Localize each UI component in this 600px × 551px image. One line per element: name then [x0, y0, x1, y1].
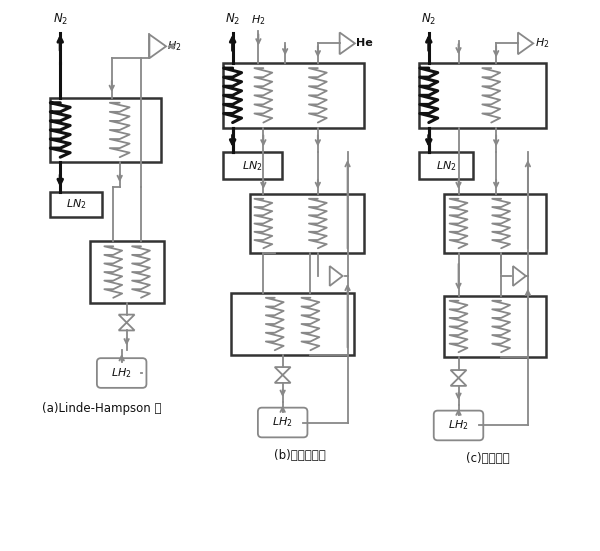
Bar	[250, 194, 364, 253]
Text: $N_2$: $N_2$	[225, 12, 240, 26]
Text: $H_2$: $H_2$	[535, 36, 550, 50]
Text: $LN_2$: $LN_2$	[436, 159, 457, 172]
Text: $LH_2$: $LH_2$	[448, 419, 469, 433]
Text: He: He	[356, 39, 373, 48]
Text: $H_2$: $H_2$	[167, 40, 182, 53]
Text: $LH_2$: $LH_2$	[112, 366, 132, 380]
Text: (c)克劳德法: (c)克劳德法	[466, 452, 510, 465]
Text: $LN_2$: $LN_2$	[242, 159, 263, 172]
Text: (b)逆布雷顿法: (b)逆布雷顿法	[274, 449, 326, 462]
Bar	[443, 296, 546, 357]
Text: $N_2$: $N_2$	[421, 12, 436, 26]
Bar	[230, 293, 355, 355]
Bar	[223, 63, 364, 127]
Text: $H_2$: $H_2$	[251, 13, 266, 26]
Bar	[443, 194, 546, 253]
Text: (a)Linde-Hampson 法: (a)Linde-Hampson 法	[42, 402, 161, 415]
Text: $N_2$: $N_2$	[53, 12, 68, 26]
Bar	[50, 98, 161, 162]
Bar	[419, 152, 473, 179]
Bar	[419, 63, 546, 127]
Bar	[50, 192, 102, 217]
Text: $LN_2$: $LN_2$	[66, 197, 86, 211]
Bar	[223, 152, 282, 179]
Bar	[90, 241, 164, 302]
Text: $LH_2$: $LH_2$	[272, 415, 293, 429]
